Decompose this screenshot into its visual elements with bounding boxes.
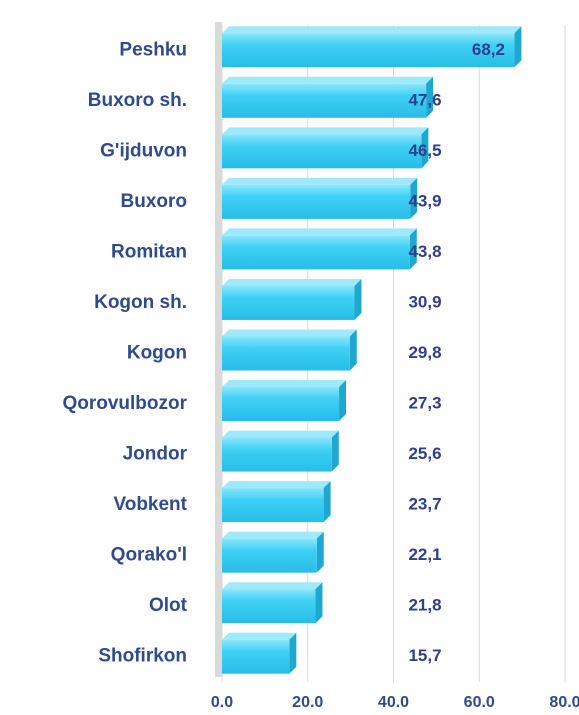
bar-side: [289, 632, 297, 674]
y-tick-label: Kogon: [127, 343, 187, 364]
bar-top: [222, 632, 297, 640]
bar-side: [323, 481, 331, 523]
bar-side: [426, 76, 434, 118]
bar: [222, 235, 410, 270]
y-tick-label: Shofirkon: [98, 646, 187, 667]
y-tick-label: Olot: [149, 595, 188, 616]
value-label: 46,5: [408, 141, 441, 160]
x-tick-label: 40.0: [378, 694, 409, 711]
bar-top: [222, 430, 339, 438]
bar-top: [222, 329, 357, 337]
x-tick-label: 20.0: [292, 694, 323, 711]
bar-top: [222, 228, 417, 236]
y-tick-label: Qorako'l: [111, 545, 187, 566]
value-label: 29,8: [408, 343, 441, 362]
bar: [222, 387, 340, 422]
value-label: 25,6: [408, 444, 441, 463]
y-tick-label: Qorovulbozor: [62, 393, 187, 414]
bar-side: [514, 26, 522, 68]
y-tick-label: Peshku: [119, 39, 187, 60]
bar: [222, 134, 422, 169]
bar-top: [222, 76, 434, 84]
bar-side: [339, 380, 347, 422]
value-label: 22,1: [408, 545, 441, 564]
y-tick-label: Buxoro: [121, 191, 188, 212]
bar-top: [222, 278, 362, 286]
y-tick-label: Vobkent: [113, 494, 187, 515]
y-tick-label: G'ijduvon: [100, 140, 187, 161]
bar: [222, 639, 290, 674]
bar: [222, 589, 316, 624]
bar-top: [222, 26, 522, 34]
bar-side: [421, 127, 429, 169]
bar: [222, 83, 427, 118]
bar: [222, 538, 317, 573]
y-tick-label: Jondor: [123, 444, 188, 465]
bar-top: [222, 380, 347, 388]
x-tick-label: 60.0: [464, 694, 495, 711]
back-wall: [215, 22, 222, 677]
bar-side: [315, 582, 323, 624]
bar: [222, 488, 324, 523]
bar-side: [331, 430, 339, 472]
bar: [222, 33, 515, 68]
value-label: 43,9: [408, 191, 441, 210]
bar-top: [222, 481, 331, 489]
value-label: 15,7: [408, 646, 441, 665]
bar-side: [410, 177, 418, 219]
value-label: 27,3: [408, 394, 441, 413]
bar-side: [354, 278, 362, 320]
bar-side: [409, 228, 417, 270]
bar-top: [222, 582, 323, 590]
bar: [222, 437, 332, 472]
x-tick-label: 0.0: [211, 694, 233, 711]
value-label: 43,8: [408, 242, 441, 261]
y-tick-label: Buxoro sh.: [88, 90, 187, 111]
value-label: 30,9: [408, 292, 441, 311]
value-label: 23,7: [408, 495, 441, 514]
bar-top: [222, 177, 418, 185]
value-label: 68,2: [472, 40, 505, 59]
y-tick-label: Kogon sh.: [94, 292, 187, 313]
y-tick-label: Romitan: [111, 241, 187, 262]
bar: [222, 285, 355, 320]
bar-side: [316, 531, 324, 573]
bar-top: [222, 531, 324, 539]
bar-side: [349, 329, 357, 371]
x-tick-label: 80.0: [549, 694, 579, 711]
bar: [222, 336, 350, 371]
bar-top: [222, 127, 429, 135]
value-label: 21,8: [408, 596, 441, 615]
value-label: 47,6: [408, 90, 441, 109]
bar: [222, 184, 411, 219]
